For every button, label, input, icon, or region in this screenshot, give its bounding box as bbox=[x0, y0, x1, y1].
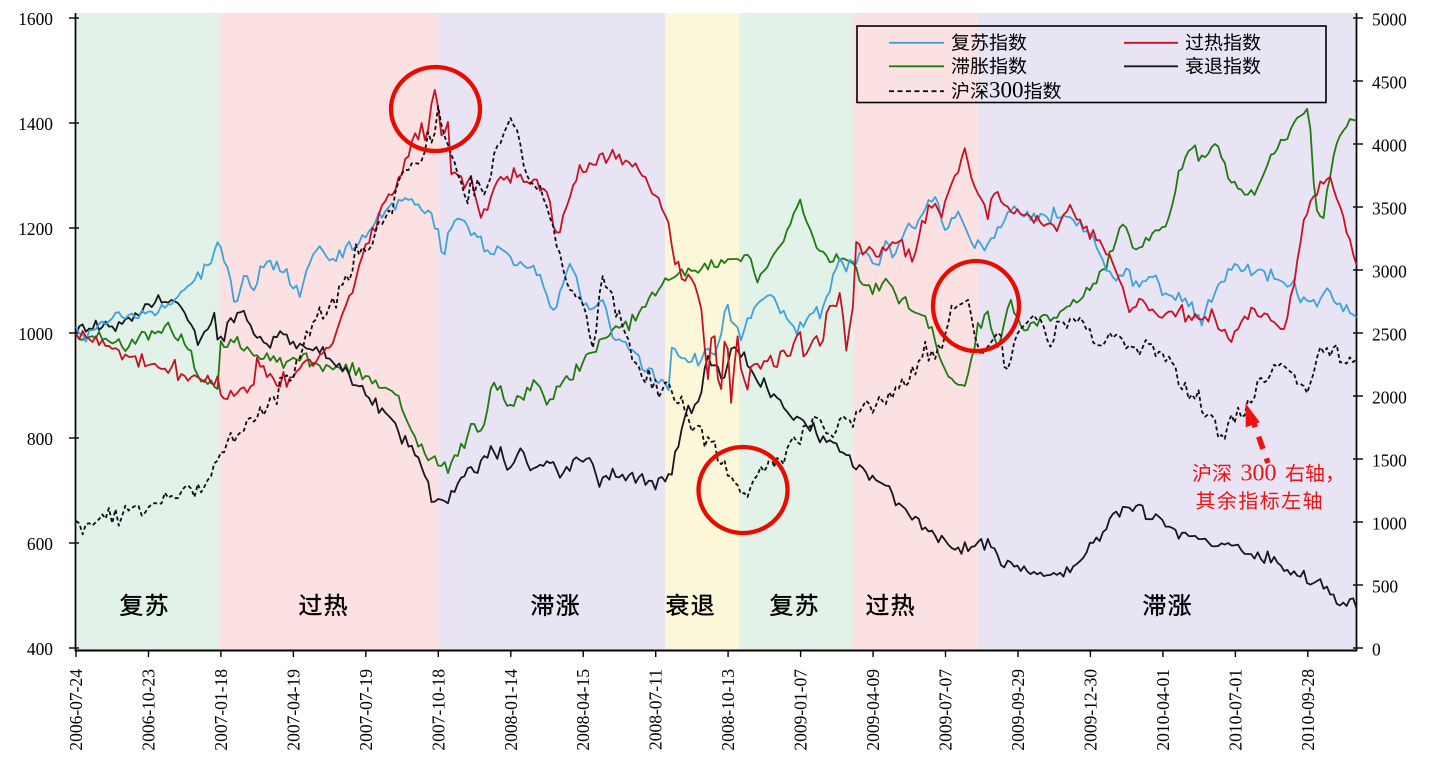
svg-text:2008-10-13: 2008-10-13 bbox=[718, 669, 738, 751]
svg-text:2008-01-14: 2008-01-14 bbox=[501, 669, 521, 751]
svg-text:500: 500 bbox=[1372, 577, 1398, 597]
svg-text:2009-01-07: 2009-01-07 bbox=[791, 669, 811, 751]
svg-text:600: 600 bbox=[27, 534, 53, 554]
svg-text:2010-07-01: 2010-07-01 bbox=[1225, 669, 1245, 751]
svg-text:2000: 2000 bbox=[1372, 388, 1407, 408]
svg-text:400: 400 bbox=[27, 639, 53, 659]
svg-text:2009-07-07: 2009-07-07 bbox=[936, 669, 956, 751]
svg-text:2007-04-19: 2007-04-19 bbox=[283, 669, 303, 751]
svg-text:0: 0 bbox=[1372, 640, 1381, 660]
svg-text:2006-07-24: 2006-07-24 bbox=[66, 669, 86, 751]
svg-text:1600: 1600 bbox=[18, 9, 53, 29]
svg-text:1000: 1000 bbox=[18, 324, 53, 344]
svg-text:2009-09-29: 2009-09-29 bbox=[1008, 669, 1028, 751]
svg-text:2008-07-11: 2008-07-11 bbox=[646, 669, 666, 750]
svg-text:2006-10-23: 2006-10-23 bbox=[139, 669, 159, 751]
svg-text:800: 800 bbox=[27, 429, 53, 449]
svg-text:1000: 1000 bbox=[1372, 514, 1407, 534]
svg-text:1500: 1500 bbox=[1372, 451, 1407, 471]
svg-text:2010-04-01: 2010-04-01 bbox=[1153, 669, 1173, 751]
svg-text:2009-04-09: 2009-04-09 bbox=[863, 669, 883, 751]
svg-text:1400: 1400 bbox=[18, 114, 53, 134]
svg-text:2009-12-30: 2009-12-30 bbox=[1080, 669, 1100, 751]
svg-text:4000: 4000 bbox=[1372, 136, 1407, 156]
svg-text:2008-04-15: 2008-04-15 bbox=[573, 669, 593, 751]
svg-text:3500: 3500 bbox=[1372, 199, 1407, 219]
svg-text:3000: 3000 bbox=[1372, 262, 1407, 282]
svg-text:300: 300 bbox=[1241, 461, 1277, 487]
svg-text:1200: 1200 bbox=[18, 219, 53, 239]
svg-text:300: 300 bbox=[989, 78, 1024, 103]
svg-text:2500: 2500 bbox=[1372, 325, 1407, 345]
svg-text:2007-07-19: 2007-07-19 bbox=[356, 669, 376, 751]
svg-text:5000: 5000 bbox=[1372, 10, 1407, 30]
svg-text:2007-01-18: 2007-01-18 bbox=[211, 669, 231, 751]
svg-text:2010-09-28: 2010-09-28 bbox=[1298, 669, 1318, 751]
svg-text:4500: 4500 bbox=[1372, 73, 1407, 93]
svg-text:2007-10-18: 2007-10-18 bbox=[428, 669, 448, 751]
